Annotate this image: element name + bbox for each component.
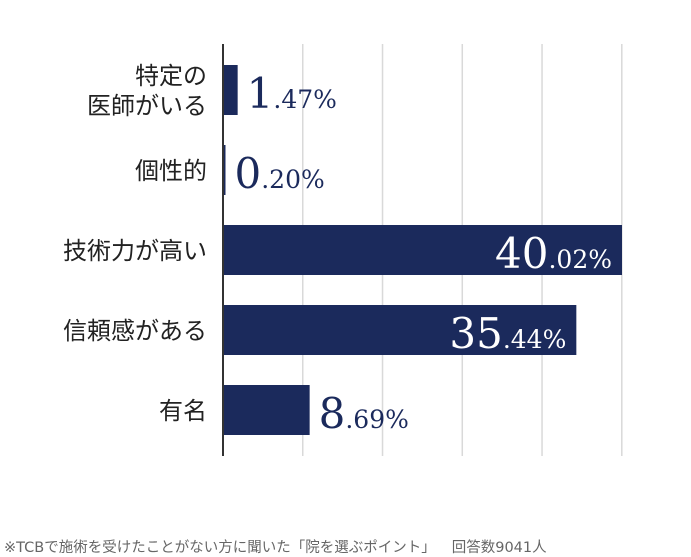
value-label: 8.69%	[319, 389, 409, 438]
category-label: 個性的	[135, 157, 207, 185]
bar	[223, 65, 238, 115]
value-labels: 1.47% 0.20% 40.02% 35.44% 8.69%	[235, 69, 612, 438]
category-label: 特定の医師がいる	[87, 62, 207, 120]
bar	[223, 225, 622, 275]
value-label: 0.20%	[235, 149, 325, 198]
respondent-count: 回答数9041人	[451, 540, 547, 556]
value-label: 1.47%	[247, 69, 337, 118]
survey-note: ※TCBで施術を受けたことがない方に聞いた「院を選ぶポイント」	[4, 540, 436, 556]
bar	[223, 145, 226, 195]
category-label: 信頼感がある	[63, 317, 207, 345]
bar	[223, 305, 577, 355]
category-label: 有名	[159, 397, 207, 425]
bars	[223, 65, 622, 435]
value-label: 40.02%	[495, 229, 612, 278]
footnote: ※TCBで施術を受けたことがない方に聞いた「院を選ぶポイント」 回答数9041人	[4, 536, 547, 557]
bar	[223, 385, 310, 435]
value-label: 35.44%	[449, 309, 566, 358]
category-label: 技術力が高い	[63, 237, 207, 265]
